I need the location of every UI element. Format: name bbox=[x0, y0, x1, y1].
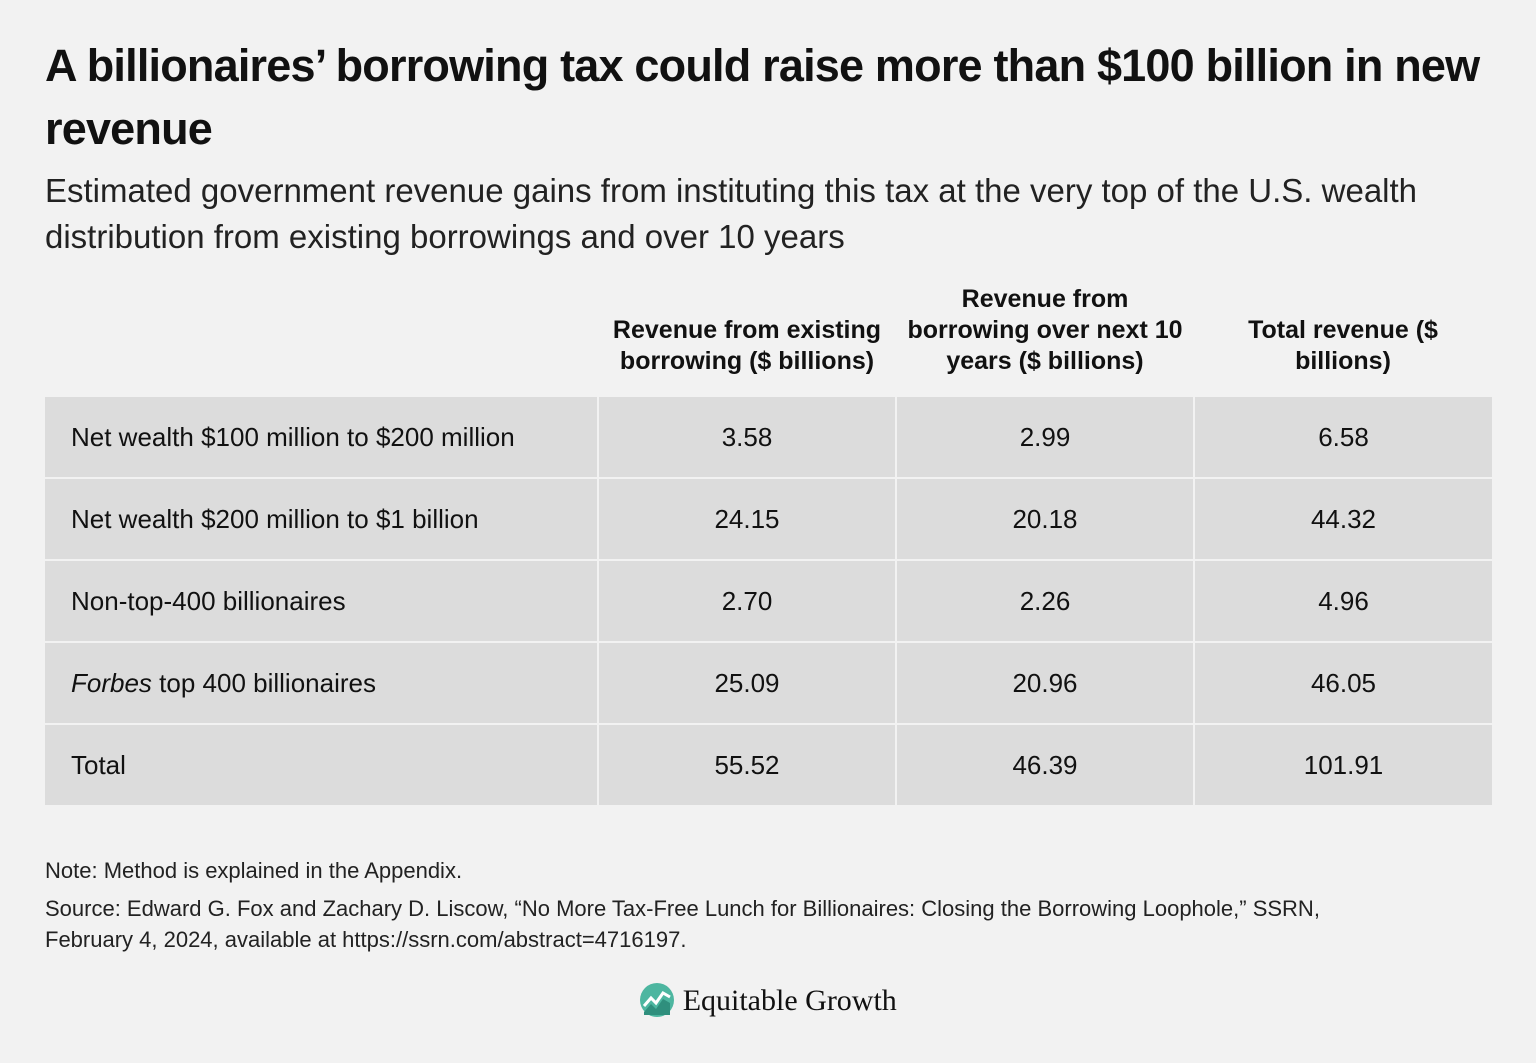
cell: 20.18 bbox=[895, 477, 1195, 561]
brand: Equitable Growth bbox=[0, 982, 1536, 1018]
row: Net wealth $100 million to $200 million 3… bbox=[45, 395, 1492, 479]
cell: 2.99 bbox=[895, 395, 1195, 479]
row-label-text: Net wealth $100 million to $200 million bbox=[71, 421, 515, 452]
row-label: Net wealth $100 million to $200 million bbox=[45, 395, 599, 479]
row-label: Non-top-400 billionaires bbox=[45, 559, 599, 643]
cell: 3.58 bbox=[597, 395, 897, 479]
row-label: Forbes top 400 billionaires bbox=[45, 641, 599, 725]
row-label: Net wealth $200 million to $1 billion bbox=[45, 477, 599, 561]
row-label-text: top 400 billionaires bbox=[159, 667, 376, 698]
row: Net wealth $200 million to $1 billion 24.… bbox=[45, 477, 1492, 561]
brand-name: Equitable Growth bbox=[682, 984, 897, 1017]
source: Source: Edward G. Fox and Zachary D. Lis… bbox=[45, 896, 1320, 952]
subtitle: Estimated government revenue gains from … bbox=[45, 172, 1418, 255]
row-label-text: Non-top-400 billionaires bbox=[71, 585, 346, 616]
cell: 101.91 bbox=[1193, 723, 1492, 807]
cell: 46.39 bbox=[895, 723, 1195, 807]
header-cell: Revenue from existing borrowing ($ billi… bbox=[612, 316, 882, 375]
row: Total 55.52 46.39 101.91 bbox=[45, 723, 1492, 807]
header-cell: Total revenue ($ billions) bbox=[1248, 316, 1438, 375]
row: Forbes top 400 billionaires 25.09 20.96 46.… bbox=[45, 641, 1492, 725]
header-cell bbox=[45, 284, 598, 396]
cell: 2.26 bbox=[895, 559, 1195, 643]
header-row: Revenue from existing borrowing ($ billi… bbox=[45, 284, 1492, 396]
row-label: Total bbox=[45, 723, 599, 807]
logo bbox=[640, 983, 675, 1017]
cell: 46.05 bbox=[1193, 641, 1492, 725]
cell: 25.09 bbox=[597, 641, 897, 725]
cell: 6.58 bbox=[1193, 395, 1492, 479]
row: Non-top-400 billionaires 2.70 2.26 4.96 bbox=[45, 559, 1492, 643]
cell: 20.96 bbox=[895, 641, 1195, 725]
row-label-text: Net wealth $200 million to $1 billion bbox=[71, 503, 479, 534]
table: Revenue from existing borrowing ($ billi… bbox=[45, 284, 1492, 807]
cell: 4.96 bbox=[1193, 559, 1492, 643]
note: Note: Method is explained in the Appendi… bbox=[45, 858, 463, 883]
cell: 2.70 bbox=[597, 559, 897, 643]
title: A billionaires’ borrowing tax could rais… bbox=[45, 40, 1480, 154]
cell: 44.32 bbox=[1193, 477, 1492, 561]
header-cell: Revenue from borrowing over next 10 year… bbox=[907, 285, 1183, 375]
row-label-text: Total bbox=[71, 749, 126, 780]
cell: 24.15 bbox=[597, 477, 897, 561]
cell: 55.52 bbox=[597, 723, 897, 807]
table-body: Net wealth $100 million to $200 million 3… bbox=[45, 395, 1492, 807]
row-label-italic: Forbes bbox=[71, 667, 152, 698]
